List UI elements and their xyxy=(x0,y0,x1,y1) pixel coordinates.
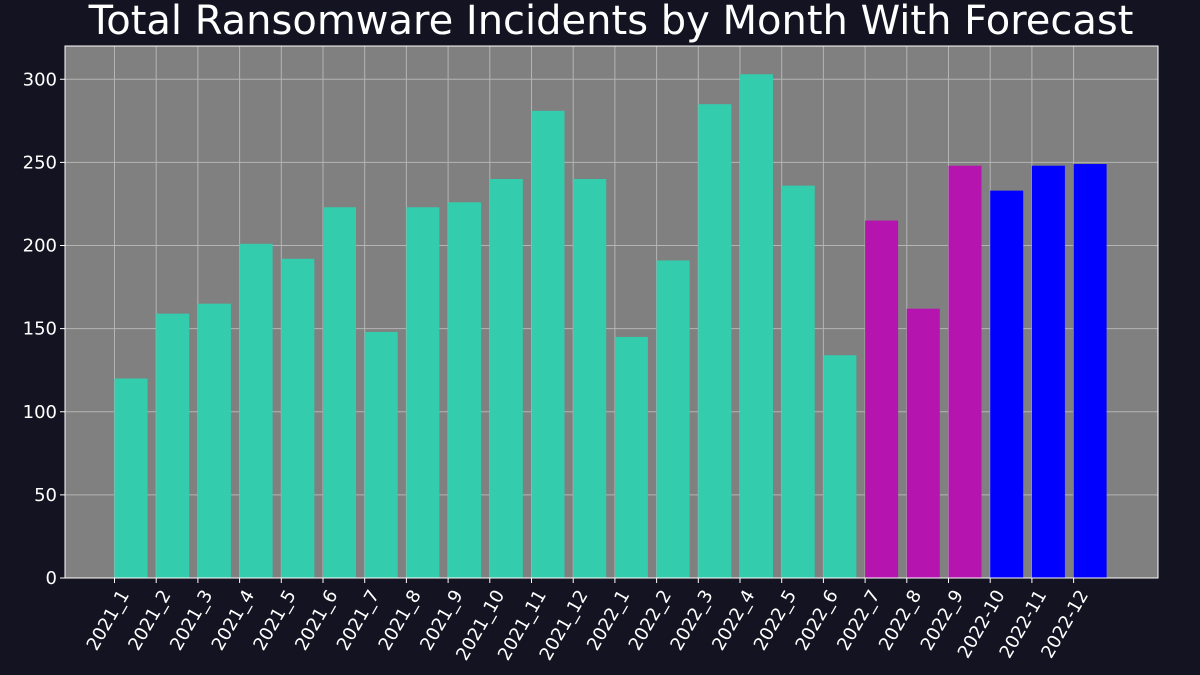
bar-2022-12 xyxy=(1073,164,1107,578)
bar-2021_2 xyxy=(156,313,190,578)
y-tick-label: 50 xyxy=(34,485,57,506)
bar-2022_9 xyxy=(948,165,982,578)
bar-2022_2 xyxy=(656,260,690,578)
bar-2022-10 xyxy=(990,190,1024,578)
bar-2021_5 xyxy=(281,258,315,578)
bar-2022_7 xyxy=(865,220,899,578)
chart-title: Total Ransomware Incidents by Month With… xyxy=(88,0,1134,44)
bar-2021_7 xyxy=(364,331,398,578)
bar-2022_6 xyxy=(823,355,857,578)
bar-2021_6 xyxy=(323,207,356,578)
bar-2021_10 xyxy=(489,179,523,578)
bar-2021_4 xyxy=(239,243,273,578)
bar-2021_8 xyxy=(406,207,440,578)
bar-2022_3 xyxy=(698,104,732,578)
bar-2022-11 xyxy=(1031,165,1065,578)
bar-2022_4 xyxy=(740,74,773,578)
y-tick-label: 0 xyxy=(46,568,57,589)
y-tick-label: 100 xyxy=(23,402,57,423)
bar-2022_8 xyxy=(906,308,940,578)
y-tick-label: 200 xyxy=(23,236,57,257)
bar-2021_11 xyxy=(531,110,565,579)
plot-frame xyxy=(64,45,1159,579)
y-tick-label: 250 xyxy=(23,152,57,173)
y-tick-label: 300 xyxy=(23,69,57,90)
bar-2021_12 xyxy=(573,179,607,578)
y-tick-label: 150 xyxy=(23,319,57,340)
bar-2021_1 xyxy=(114,378,148,578)
bar-2022_1 xyxy=(614,336,648,578)
bar-2021_9 xyxy=(448,202,482,578)
bar-2022_5 xyxy=(781,185,815,578)
bar-2021_3 xyxy=(197,303,231,578)
